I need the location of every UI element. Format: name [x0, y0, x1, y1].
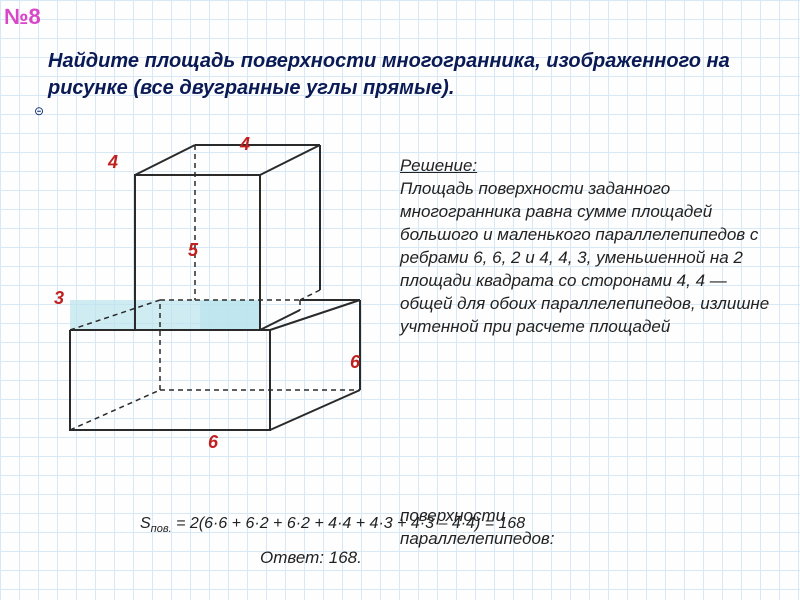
polyhedron-diagram: 4 4 5 3 6 6: [50, 140, 400, 500]
problem-title: Найдите площадь поверхности многогранник…: [48, 48, 772, 102]
dim-label-mid: 5: [188, 240, 198, 261]
highlight-rect: [70, 300, 260, 330]
formula-subscript: пов.: [151, 523, 172, 535]
list-marker-icon: ⊝: [34, 104, 44, 118]
dim-label-bottom-front: 6: [208, 432, 218, 453]
answer-line: Ответ: 168.: [260, 548, 362, 568]
dim-label-left: 3: [54, 288, 64, 309]
problem-number: №8: [4, 4, 41, 30]
solid-edges: [70, 145, 360, 430]
dim-label-top-front: 4: [108, 152, 118, 173]
formula-expression: = 2(6·6 + 6·2 + 6·2 + 4·4 + 4·3 + 4·3 – …: [172, 515, 526, 532]
solution-heading: Решение:: [400, 156, 477, 175]
surface-area-formula: Sпов. = 2(6·6 + 6·2 + 6·2 + 4·4 + 4·3 + …: [140, 515, 525, 535]
dim-label-top-back: 4: [240, 134, 250, 155]
hidden-edges: [70, 145, 360, 430]
polyhedron-svg: [50, 140, 400, 500]
solution-body: Площадь поверхности заданного многогранн…: [400, 179, 769, 336]
formula-prefix: S: [140, 515, 151, 532]
dim-label-bottom-right: 6: [350, 352, 360, 373]
solution-text: Решение: Площадь поверхности заданного м…: [400, 155, 780, 339]
